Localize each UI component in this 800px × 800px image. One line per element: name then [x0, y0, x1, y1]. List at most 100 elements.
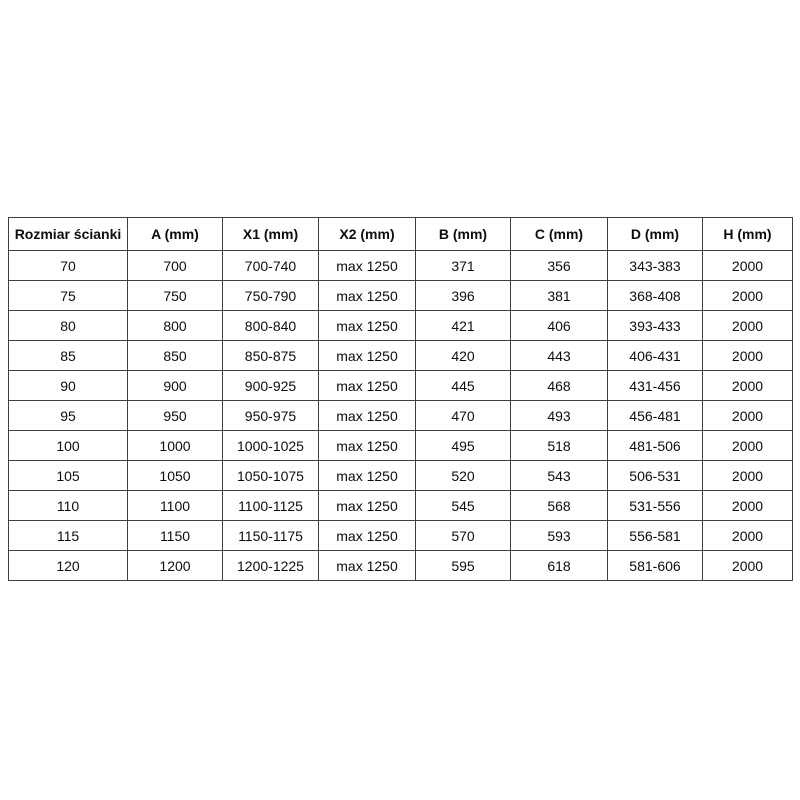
table-cell: 420 — [415, 340, 511, 371]
table-cell: 2000 — [702, 400, 793, 431]
header-h-mm: H (mm) — [702, 217, 793, 251]
table-cell: 493 — [510, 400, 608, 431]
table-cell: 900-925 — [222, 370, 319, 401]
table-cell: 800 — [127, 310, 223, 341]
table-cell: max 1250 — [318, 280, 416, 311]
table-cell: 700 — [127, 250, 223, 281]
table-cell: 556-581 — [607, 520, 703, 551]
table-cell: 2000 — [702, 340, 793, 371]
table-cell: 343-383 — [607, 250, 703, 281]
table-row: 95 950 950-975 max 1250 470 493 456-481 2000 — [8, 400, 793, 431]
table-cell: 1100-1125 — [222, 490, 319, 521]
table-cell: 581-606 — [607, 550, 703, 581]
table-cell: 1000 — [127, 430, 223, 461]
table-cell: 2000 — [702, 460, 793, 491]
table-cell: 75 — [8, 280, 128, 311]
table-cell: 950-975 — [222, 400, 319, 431]
table-cell: 421 — [415, 310, 511, 341]
table-cell: max 1250 — [318, 550, 416, 581]
table-cell: 2000 — [702, 280, 793, 311]
table-cell: 545 — [415, 490, 511, 521]
header-c-mm: C (mm) — [510, 217, 608, 251]
table-cell: 1050 — [127, 460, 223, 491]
table-cell: 110 — [8, 490, 128, 521]
table-cell: 70 — [8, 250, 128, 281]
table-cell: 850 — [127, 340, 223, 371]
table-cell: max 1250 — [318, 400, 416, 431]
table-body: 70 700 700-740 max 1250 371 356 343-383 2000 75 7… — [8, 250, 793, 581]
table-cell: 80 — [8, 310, 128, 341]
header-a-mm: A (mm) — [127, 217, 223, 251]
table-cell: 2000 — [702, 370, 793, 401]
header-d-mm: D (mm) — [607, 217, 703, 251]
table-cell: 85 — [8, 340, 128, 371]
table-cell: 2000 — [702, 310, 793, 341]
table-cell: 406-431 — [607, 340, 703, 371]
table-cell: 396 — [415, 280, 511, 311]
table-cell: max 1250 — [318, 340, 416, 371]
table-cell: 90 — [8, 370, 128, 401]
table-cell: 520 — [415, 460, 511, 491]
table-cell: 1200-1225 — [222, 550, 319, 581]
table-cell: 468 — [510, 370, 608, 401]
table-cell: 371 — [415, 250, 511, 281]
header-b-mm: B (mm) — [415, 217, 511, 251]
table-cell: max 1250 — [318, 430, 416, 461]
table-cell: max 1250 — [318, 310, 416, 341]
table-cell: 506-531 — [607, 460, 703, 491]
table-cell: max 1250 — [318, 370, 416, 401]
table-header-row: Rozmiar ścianki A (mm) X1 (mm) X2 (mm) B… — [8, 217, 793, 251]
table-cell: 750-790 — [222, 280, 319, 311]
table-cell: max 1250 — [318, 460, 416, 491]
wall-size-spec-table: Rozmiar ścianki A (mm) X1 (mm) X2 (mm) B… — [8, 217, 793, 581]
header-rozmiar-scianki: Rozmiar ścianki — [8, 217, 128, 251]
table-cell: 393-433 — [607, 310, 703, 341]
table-cell: max 1250 — [318, 490, 416, 521]
table-cell: 481-506 — [607, 430, 703, 461]
table-cell: 2000 — [702, 550, 793, 581]
table-row: 100 1000 1000-1025 max 1250 495 518 481-506 200… — [8, 430, 793, 461]
table-cell: 2000 — [702, 430, 793, 461]
table-cell: 531-556 — [607, 490, 703, 521]
table-cell: 443 — [510, 340, 608, 371]
header-x1-mm: X1 (mm) — [222, 217, 319, 251]
table-cell: 381 — [510, 280, 608, 311]
table-row: 110 1100 1100-1125 max 1250 545 568 531-556 200… — [8, 490, 793, 521]
table-cell: 570 — [415, 520, 511, 551]
table-row: 120 1200 1200-1225 max 1250 595 618 581-606 200… — [8, 550, 793, 581]
table-row: 70 700 700-740 max 1250 371 356 343-383 2000 — [8, 250, 793, 281]
table-cell: 356 — [510, 250, 608, 281]
table-cell: 543 — [510, 460, 608, 491]
table-cell: 1150 — [127, 520, 223, 551]
table-cell: 120 — [8, 550, 128, 581]
table-cell: 105 — [8, 460, 128, 491]
table-cell: 115 — [8, 520, 128, 551]
table-cell: 595 — [415, 550, 511, 581]
table-cell: 568 — [510, 490, 608, 521]
table-cell: 618 — [510, 550, 608, 581]
table-cell: 368-408 — [607, 280, 703, 311]
table-row: 80 800 800-840 max 1250 421 406 393-433 2000 — [8, 310, 793, 341]
table-row: 85 850 850-875 max 1250 420 443 406-431 2000 — [8, 340, 793, 371]
table-cell: 593 — [510, 520, 608, 551]
table-cell: 700-740 — [222, 250, 319, 281]
header-x2-mm: X2 (mm) — [318, 217, 416, 251]
table-cell: 850-875 — [222, 340, 319, 371]
table-row: 115 1150 1150-1175 max 1250 570 593 556-581 200… — [8, 520, 793, 551]
table-cell: 95 — [8, 400, 128, 431]
table-cell: 456-481 — [607, 400, 703, 431]
table-cell: 1200 — [127, 550, 223, 581]
table-cell: 950 — [127, 400, 223, 431]
table-cell: 1050-1075 — [222, 460, 319, 491]
table-row: 105 1050 1050-1075 max 1250 520 543 506-531 200… — [8, 460, 793, 491]
table-cell: 100 — [8, 430, 128, 461]
table-cell: 470 — [415, 400, 511, 431]
table-row: 75 750 750-790 max 1250 396 381 368-408 2000 — [8, 280, 793, 311]
table-cell: 431-456 — [607, 370, 703, 401]
table-cell: 445 — [415, 370, 511, 401]
table-cell: 2000 — [702, 520, 793, 551]
table-header: Rozmiar ścianki A (mm) X1 (mm) X2 (mm) B… — [8, 217, 793, 251]
table-cell: 518 — [510, 430, 608, 461]
table-row: 90 900 900-925 max 1250 445 468 431-456 2000 — [8, 370, 793, 401]
